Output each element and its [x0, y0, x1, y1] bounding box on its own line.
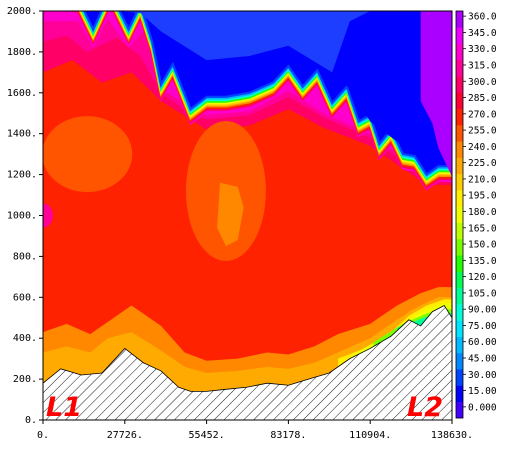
blob-red-left — [43, 116, 133, 193]
y-tick-label: 1000. — [7, 211, 37, 222]
colorbar-label: 120.0 — [468, 272, 497, 283]
region-blue-right — [332, 11, 421, 146]
colorbar-label: 15.00 — [468, 386, 497, 397]
colorbar-swatch — [456, 92, 463, 109]
colorbar-swatch — [456, 27, 463, 44]
x-tick-label: 138630. — [431, 430, 473, 441]
colorbar-swatch — [456, 222, 463, 240]
y-tick-label: 800. — [13, 251, 37, 262]
colorbar-label: 240.0 — [468, 142, 497, 153]
colorbar-swatch — [456, 255, 463, 272]
colorbar-swatch — [456, 401, 463, 419]
colorbar-label: 300.0 — [468, 77, 497, 88]
y-axis-ticks: 0. 200. 400. 600. 800. 1000. 1200. 1400. 1600. 18… — [7, 6, 43, 426]
colorbar-label: 45.00 — [468, 354, 497, 365]
colorbar-swatch — [456, 352, 463, 370]
y-tick-label: 1600. — [7, 88, 37, 99]
colorbar-swatch — [456, 141, 463, 158]
colorbar-label: 195.0 — [468, 191, 497, 202]
y-tick-label: 1800. — [7, 47, 37, 58]
colorbar-frame — [455, 10, 464, 419]
colorbar-swatch — [456, 157, 463, 175]
colorbar-label: 225.0 — [468, 158, 497, 169]
colorbar-label: 285.0 — [468, 93, 497, 104]
colorbar-swatch — [456, 108, 463, 126]
colorbar-label: 360.0 — [468, 12, 497, 23]
colorbar-label: 90.00 — [468, 305, 497, 316]
x-tick-label: 110904. — [349, 430, 391, 441]
terrain-area — [43, 304, 452, 420]
y-tick-label: 1200. — [7, 170, 37, 181]
annotation-l1: L1 — [46, 392, 82, 423]
colorbar-label: 0.000 — [468, 402, 497, 413]
annotation-l2: L2 — [407, 392, 443, 423]
colorbar-swatch — [456, 287, 463, 305]
colorbar-label: 150.0 — [468, 240, 497, 251]
colorbar-label: 315.0 — [468, 60, 497, 71]
x-axis-ticks: 0. 27726. 55452. 83178. 110904. 138630. — [37, 420, 473, 441]
blob-pink-left — [43, 203, 53, 228]
colorbar-label: 165.0 — [468, 223, 497, 234]
colorbar-label: 60.00 — [468, 337, 497, 348]
colorbar-swatch — [456, 271, 463, 289]
colorbar-swatch — [456, 59, 463, 77]
region-blue-core — [116, 11, 371, 73]
colorbar-swatch — [456, 11, 463, 28]
colorbar-label: 75.00 — [468, 321, 497, 332]
y-tick-label: 200. — [13, 374, 37, 385]
x-tick-label: 0. — [37, 430, 49, 441]
x-tick-label: 27726. — [107, 430, 143, 441]
colorbar-label: 105.0 — [468, 288, 497, 299]
colorbar-label: 180.0 — [468, 207, 497, 218]
colorbar-swatch — [456, 206, 463, 223]
colorbar-swatch — [456, 238, 463, 256]
colorbar-label: 345.0 — [468, 28, 497, 39]
x-tick-label: 55452. — [189, 430, 225, 441]
colorbar-label: 270.0 — [468, 109, 497, 120]
colorbar-label: 210.0 — [468, 174, 497, 185]
y-tick-label: 1400. — [7, 129, 37, 140]
colorbar-label: 30.00 — [468, 370, 497, 381]
colorbar-swatch — [456, 369, 463, 386]
colorbar-swatch — [456, 173, 463, 191]
colorbar-label: 330.0 — [468, 44, 497, 55]
y-tick-label: 2000. — [7, 6, 37, 17]
colorbar-label: 255.0 — [468, 126, 497, 137]
y-tick-label: 0. — [25, 415, 37, 426]
terrain-hatch — [43, 304, 452, 420]
colorbar-swatch — [456, 320, 463, 337]
colorbar-swatch — [456, 385, 463, 403]
y-tick-label: 400. — [13, 333, 37, 344]
region-purple-right — [420, 11, 452, 177]
colorbar-swatch — [456, 336, 463, 354]
colorbar-swatch — [456, 190, 463, 207]
colorbar: 0.000 15.00 30.00 45.00 60.00 75.00 90.00 105.0… — [455, 10, 497, 419]
colorbar-swatch — [456, 76, 463, 93]
y-tick-label: 600. — [13, 292, 37, 303]
colorbar-swatch — [456, 124, 463, 142]
colorbar-swatch — [456, 304, 463, 321]
colorbar-label: 135.0 — [468, 256, 497, 267]
x-tick-label: 83178. — [270, 430, 306, 441]
blob-orange-center — [217, 182, 244, 247]
colorbar-swatch — [456, 43, 463, 61]
